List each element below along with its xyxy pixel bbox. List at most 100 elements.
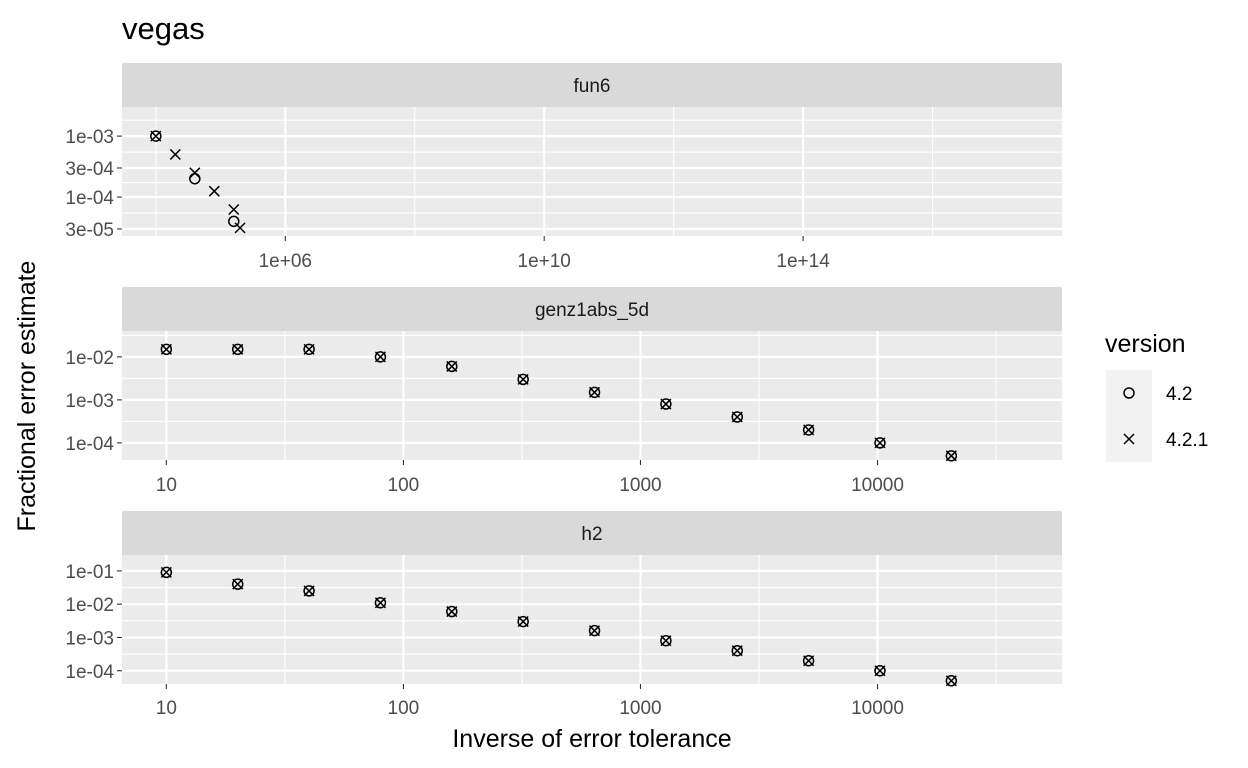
strip-label: genz1abs_5d bbox=[535, 300, 649, 321]
data-point bbox=[588, 386, 601, 398]
x-axis-title: Inverse of error tolerance bbox=[452, 725, 731, 753]
data-point bbox=[731, 411, 743, 423]
data-point bbox=[232, 578, 244, 590]
legend-label: 4.2 bbox=[1166, 384, 1192, 405]
legend-key-background bbox=[1106, 370, 1152, 462]
data-point bbox=[169, 148, 181, 160]
data-point bbox=[731, 644, 743, 657]
x-tick-label: 100 bbox=[388, 698, 420, 719]
panel-h2: h2 10 100 1000 10000 1e-01 1e-02 1e-03 1e-04 bbox=[65, 511, 1062, 719]
series-4.2.1 bbox=[160, 343, 957, 462]
panel-fun6: fun6 1e+06 1e+10 1e+14 1e-03 3e-04 1e-04 3e-05 bbox=[65, 63, 1062, 272]
y-tick-label: 1e-03 bbox=[65, 391, 114, 412]
data-point bbox=[374, 351, 387, 363]
data-point bbox=[228, 215, 240, 228]
data-point bbox=[446, 360, 458, 373]
data-point bbox=[189, 167, 201, 179]
gridlines bbox=[122, 555, 1062, 684]
strip-background bbox=[122, 287, 1062, 331]
y-tick-label: 1e-03 bbox=[65, 127, 114, 148]
y-tick-label: 1e-04 bbox=[65, 434, 114, 455]
facet-panels: fun6 1e+06 1e+10 1e+14 1e-03 3e-04 1e-04 3e-05 g… bbox=[65, 63, 1062, 719]
legend: version 4.2 4.2.1 bbox=[1105, 330, 1208, 462]
legend-key-circle bbox=[1123, 387, 1135, 399]
data-point bbox=[588, 625, 601, 637]
data-point bbox=[231, 343, 244, 356]
data-point bbox=[874, 665, 886, 677]
data-point bbox=[374, 597, 387, 609]
data-point bbox=[160, 566, 172, 578]
data-point bbox=[588, 624, 601, 637]
x-tick-label: 10000 bbox=[851, 475, 904, 496]
x-tick-label: 1000 bbox=[619, 698, 661, 719]
data-point bbox=[517, 616, 529, 628]
data-point bbox=[660, 635, 672, 647]
y-axis-title: Fractional error estimate bbox=[13, 261, 41, 532]
gridlines bbox=[122, 107, 1062, 236]
data-point bbox=[874, 437, 886, 449]
data-point bbox=[945, 675, 958, 687]
legend-key-cross bbox=[1123, 433, 1135, 445]
panel-genz1abs_5d: genz1abs_5d 10 100 1000 10000 1e-02 1e-03 1e-04 bbox=[65, 287, 1062, 496]
data-point bbox=[802, 654, 815, 667]
data-point bbox=[303, 343, 315, 356]
gridlines bbox=[122, 331, 1062, 460]
data-point bbox=[446, 605, 458, 618]
data-point bbox=[150, 130, 162, 142]
data-point bbox=[517, 615, 529, 628]
x-tick-label: 1000 bbox=[619, 475, 661, 496]
data-point bbox=[588, 386, 601, 399]
data-point bbox=[731, 411, 743, 423]
data-point bbox=[803, 424, 815, 436]
series-4.2.1 bbox=[160, 566, 957, 687]
x-tick-label: 10 bbox=[156, 475, 177, 496]
legend-title: version bbox=[1105, 330, 1186, 358]
data-point bbox=[874, 665, 886, 677]
data-point bbox=[660, 398, 672, 410]
data-point bbox=[234, 222, 246, 234]
x-tick-label: 1e+06 bbox=[259, 251, 312, 272]
x-tick-label: 1e+14 bbox=[776, 251, 830, 272]
data-point bbox=[232, 343, 244, 355]
series-4.2 bbox=[160, 566, 958, 687]
data-point bbox=[945, 450, 958, 462]
data-point bbox=[517, 373, 529, 386]
data-point bbox=[374, 351, 386, 363]
data-point bbox=[446, 360, 458, 372]
strip-label: h2 bbox=[581, 524, 602, 545]
series-4.2.1 bbox=[150, 130, 246, 234]
y-tick-label: 3e-04 bbox=[65, 159, 114, 180]
data-point bbox=[374, 597, 386, 609]
strip-label: fun6 bbox=[574, 76, 611, 97]
data-point bbox=[208, 185, 220, 197]
legend-label: 4.2.1 bbox=[1166, 430, 1208, 451]
data-point bbox=[803, 655, 815, 667]
plot-background bbox=[122, 555, 1062, 684]
data-point bbox=[303, 585, 315, 597]
y-tick-label: 3e-05 bbox=[65, 220, 114, 241]
data-point bbox=[660, 634, 672, 647]
data-point bbox=[303, 343, 315, 355]
data-point bbox=[731, 645, 743, 657]
data-point bbox=[160, 343, 173, 356]
data-point bbox=[945, 675, 957, 687]
series-4.2 bbox=[160, 343, 958, 462]
data-point bbox=[228, 203, 240, 216]
data-point bbox=[517, 373, 529, 385]
strip-background bbox=[122, 511, 1062, 555]
y-tick-label: 1e-03 bbox=[65, 628, 114, 649]
x-tick-label: 100 bbox=[388, 475, 420, 496]
y-tick-label: 1e-04 bbox=[65, 662, 114, 683]
chart-title: vegas bbox=[122, 11, 205, 46]
data-point bbox=[446, 606, 458, 618]
data-point bbox=[231, 578, 244, 590]
y-tick-label: 1e-04 bbox=[65, 188, 114, 209]
x-tick-label: 10 bbox=[156, 698, 177, 719]
plot-background bbox=[122, 107, 1062, 236]
y-tick-label: 1e-02 bbox=[65, 348, 114, 369]
strip-background bbox=[122, 63, 1062, 107]
data-point bbox=[150, 130, 162, 142]
y-tick-label: 1e-02 bbox=[65, 595, 114, 616]
data-point bbox=[802, 424, 815, 436]
data-point bbox=[160, 343, 172, 355]
